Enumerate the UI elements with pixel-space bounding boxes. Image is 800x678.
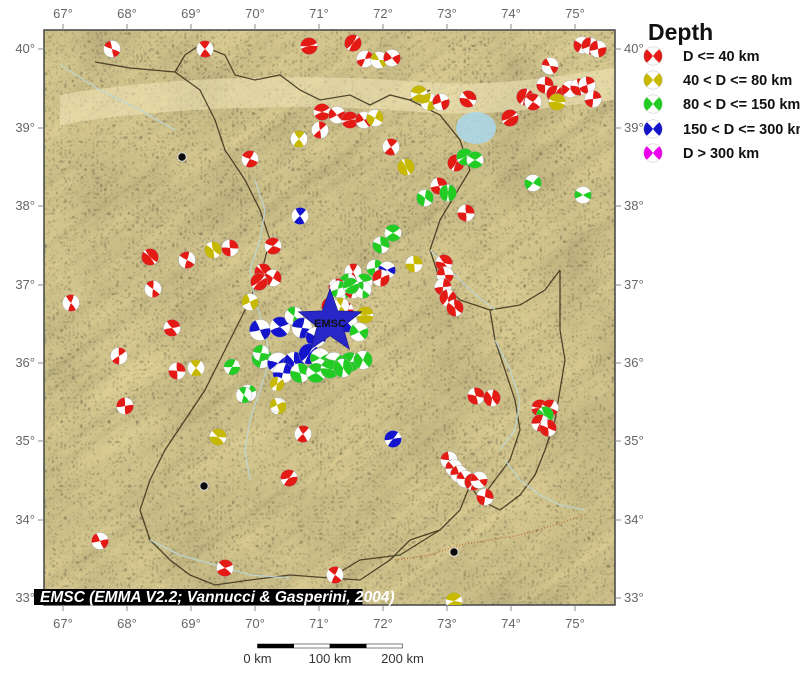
- svg-text:71°: 71°: [309, 6, 329, 21]
- svg-text:39°: 39°: [624, 120, 644, 135]
- svg-text:72°: 72°: [373, 616, 393, 631]
- svg-text:73°: 73°: [437, 6, 457, 21]
- svg-text:100 km: 100 km: [309, 651, 352, 666]
- svg-text:33°: 33°: [624, 590, 644, 605]
- svg-text:38°: 38°: [15, 198, 35, 213]
- svg-text:35°: 35°: [624, 433, 644, 448]
- svg-text:75°: 75°: [565, 616, 585, 631]
- svg-text:0 km: 0 km: [243, 651, 271, 666]
- svg-text:EMSC (EMMA V2.2; Vannucci & Ga: EMSC (EMMA V2.2; Vannucci & Gasperini, 2…: [40, 589, 395, 606]
- svg-text:71°: 71°: [309, 616, 329, 631]
- svg-text:75°: 75°: [565, 6, 585, 21]
- svg-text:40 < D <= 80 km: 40 < D <= 80 km: [683, 73, 792, 89]
- svg-text:33°: 33°: [15, 590, 35, 605]
- svg-text:36°: 36°: [15, 355, 35, 370]
- svg-text:37°: 37°: [15, 277, 35, 292]
- svg-text:74°: 74°: [501, 6, 521, 21]
- svg-text:70°: 70°: [245, 6, 265, 21]
- svg-text:80 < D <= 150 km: 80 < D <= 150 km: [683, 97, 800, 113]
- svg-text:34°: 34°: [624, 512, 644, 527]
- svg-text:67°: 67°: [53, 6, 73, 21]
- svg-text:35°: 35°: [15, 433, 35, 448]
- svg-text:68°: 68°: [117, 6, 137, 21]
- svg-text:70°: 70°: [245, 616, 265, 631]
- svg-text:EMSC: EMSC: [314, 318, 346, 330]
- svg-text:D > 300 km: D > 300 km: [683, 146, 759, 162]
- svg-text:67°: 67°: [53, 616, 73, 631]
- svg-text:69°: 69°: [181, 616, 201, 631]
- svg-text:40°: 40°: [624, 41, 644, 56]
- svg-text:69°: 69°: [181, 6, 201, 21]
- svg-text:36°: 36°: [624, 355, 644, 370]
- svg-text:150 < D <= 300 km: 150 < D <= 300 km: [683, 122, 800, 138]
- svg-text:73°: 73°: [437, 616, 457, 631]
- svg-text:38°: 38°: [624, 198, 644, 213]
- svg-text:40°: 40°: [15, 41, 35, 56]
- svg-text:D <= 40 km: D <= 40 km: [683, 49, 760, 65]
- svg-text:72°: 72°: [373, 6, 393, 21]
- svg-text:68°: 68°: [117, 616, 137, 631]
- svg-text:74°: 74°: [501, 616, 521, 631]
- svg-text:39°: 39°: [15, 120, 35, 135]
- svg-text:37°: 37°: [624, 277, 644, 292]
- svg-text:34°: 34°: [15, 512, 35, 527]
- svg-text:Depth: Depth: [648, 19, 713, 45]
- svg-text:200 km: 200 km: [381, 651, 424, 666]
